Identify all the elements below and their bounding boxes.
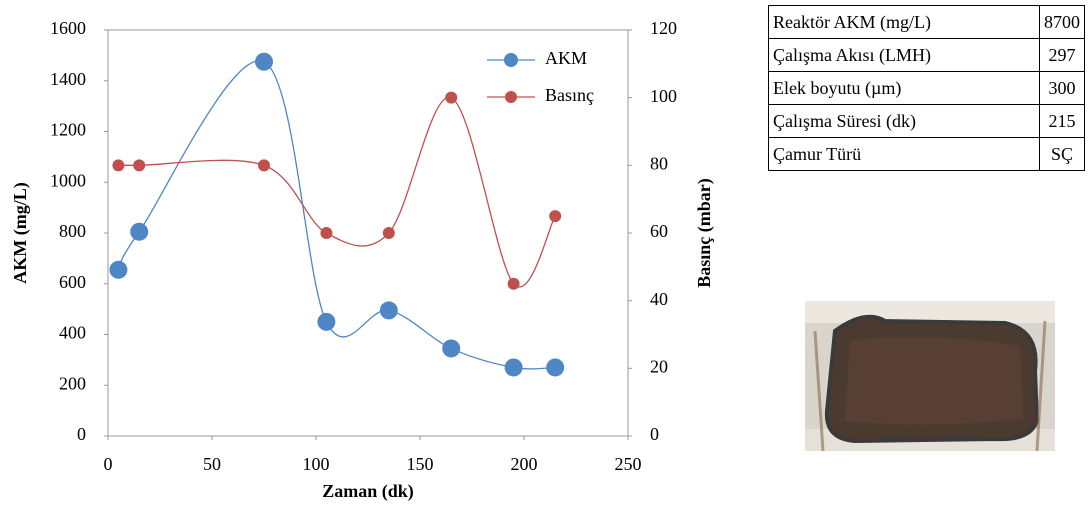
marker bbox=[112, 159, 125, 172]
marker bbox=[109, 260, 128, 279]
x-tick-label: 250 bbox=[615, 454, 642, 474]
x-tick-label: 0 bbox=[104, 454, 113, 474]
table-row: Çalışma Süresi (dk) 215 bbox=[768, 104, 1085, 138]
y2-tick-label: 120 bbox=[650, 18, 677, 38]
table-cell: Elek boyutu (µm) bbox=[768, 71, 1040, 105]
table-cell: 300 bbox=[1039, 71, 1085, 105]
series-line bbox=[117, 60, 556, 370]
y2-tick-label: 100 bbox=[650, 86, 677, 106]
table-row: Çalışma Akısı (LMH) 297 bbox=[768, 38, 1085, 72]
y-tick-label: 600 bbox=[59, 272, 86, 292]
marker bbox=[442, 339, 461, 358]
chart: Zaman (dk) AKM (mg/L) Basınç (mbar) 0200… bbox=[10, 18, 715, 502]
y-tick-label: 1400 bbox=[50, 69, 86, 89]
y-tick-label: 400 bbox=[59, 323, 86, 343]
marker bbox=[317, 312, 336, 331]
series-line bbox=[118, 96, 556, 288]
y-tick-label: 200 bbox=[59, 373, 86, 393]
y2-tick-label: 80 bbox=[650, 153, 668, 173]
marker bbox=[255, 52, 273, 71]
table-row: Reaktör AKM (mg/L) 8700 bbox=[768, 5, 1085, 39]
y2-tick-label: 20 bbox=[650, 356, 668, 376]
table-cell: 215 bbox=[1039, 104, 1085, 138]
marker bbox=[320, 227, 333, 239]
marker bbox=[258, 159, 270, 172]
table-cell: SÇ bbox=[1039, 137, 1085, 171]
legend-label: AKM bbox=[545, 48, 587, 68]
x-tick-label: 100 bbox=[303, 454, 330, 474]
info-table: Reaktör AKM (mg/L) 8700 Çalışma Akısı (LMH… bbox=[768, 5, 1085, 171]
table-cell: Çamur Türü bbox=[768, 137, 1040, 171]
table-cell: Reaktör AKM (mg/L) bbox=[768, 5, 1040, 39]
marker bbox=[133, 159, 146, 172]
marker bbox=[382, 227, 395, 239]
marker bbox=[445, 91, 458, 104]
table-row: Elek boyutu (µm) 300 bbox=[768, 71, 1085, 105]
marker bbox=[507, 277, 520, 290]
table-cell: 297 bbox=[1039, 38, 1085, 72]
y-tick-label: 1200 bbox=[50, 120, 86, 140]
x-axis-label: Zaman (dk) bbox=[322, 481, 414, 502]
table-cell: Çalışma Süresi (dk) bbox=[768, 104, 1040, 138]
x-tick-label: 50 bbox=[203, 454, 221, 474]
y-axis-label: AKM (mg/L) bbox=[10, 182, 31, 283]
table-cell: Çalışma Akısı (LMH) bbox=[768, 38, 1040, 72]
y2-tick-label: 60 bbox=[650, 221, 668, 241]
y2-tick-label: 40 bbox=[650, 289, 668, 309]
y2-axis-label: Basınç (mbar) bbox=[694, 178, 715, 288]
y2-tick-label: 0 bbox=[650, 424, 659, 444]
y-tick-label: 1000 bbox=[50, 170, 86, 190]
table-cell: 8700 bbox=[1039, 5, 1085, 39]
marker bbox=[379, 301, 398, 320]
marker bbox=[549, 210, 562, 223]
sample-photo bbox=[805, 301, 1055, 451]
x-tick-label: 200 bbox=[511, 454, 538, 474]
x-tick-label: 150 bbox=[407, 454, 434, 474]
marker bbox=[504, 358, 523, 377]
y-tick-label: 800 bbox=[59, 221, 86, 241]
legend-label: Basınç bbox=[545, 85, 594, 105]
legend-marker bbox=[505, 91, 517, 103]
y-tick-label: 1600 bbox=[50, 18, 86, 38]
table-row: Çamur Türü SÇ bbox=[768, 137, 1085, 171]
y-tick-label: 0 bbox=[77, 424, 86, 444]
marker bbox=[546, 358, 565, 377]
legend-marker bbox=[504, 53, 518, 67]
marker bbox=[130, 222, 149, 241]
